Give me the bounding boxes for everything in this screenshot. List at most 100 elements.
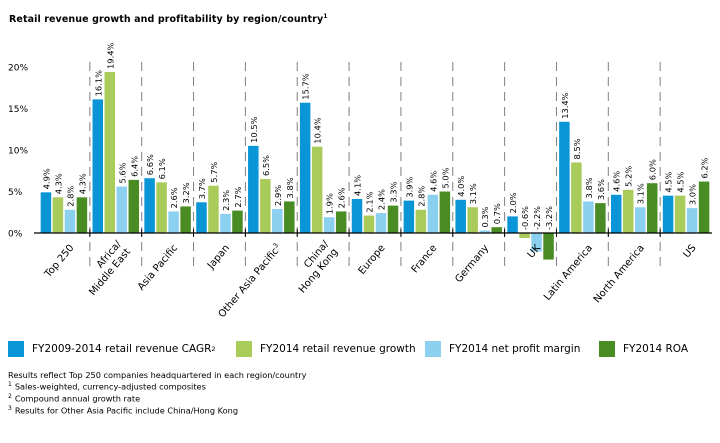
legend: FY2009-2014 retail revenue CAGR 2 FY2014 … xyxy=(8,341,720,359)
bar-value-label: 2.6% xyxy=(169,187,179,208)
bar-3-7 xyxy=(439,191,451,233)
legend-item-cagr: FY2009-2014 retail revenue CAGR 2 xyxy=(8,341,216,357)
group-separators xyxy=(89,62,661,272)
bar-1-6 xyxy=(363,215,375,233)
bar-chart: 0%5%10%15%20% 4.9% 4.3%2.8%4.3%16.1%19.4%… xyxy=(8,43,712,320)
bar-3-9 xyxy=(543,233,554,260)
bar-value-label: 4.5% xyxy=(664,171,674,192)
bar-0-10 xyxy=(559,121,570,233)
bar-1-3 xyxy=(208,185,219,233)
footnote-mark: 2 xyxy=(8,393,12,401)
bar-value-label: 3.3% xyxy=(389,181,399,202)
footnote-text: Compound annual growth rate xyxy=(14,394,141,405)
bar-value-label: -0.6% xyxy=(520,206,530,230)
bar-3-3 xyxy=(232,210,243,233)
bar-value-label: 5.7% xyxy=(209,161,219,182)
bar-2-2 xyxy=(168,211,179,233)
x-axis-labels: Top 250 Africa/Middle East Asia Pacific Jap… xyxy=(42,238,698,320)
bar-0-6 xyxy=(351,198,363,233)
bar-value-label: 4.9% xyxy=(41,168,51,189)
footnote-1: 1 Sales-weighted, currency-adjusted compo… xyxy=(8,380,306,392)
bar-2-3 xyxy=(220,213,231,233)
legend-label: FY2014 ROA xyxy=(623,343,689,355)
bar-value-label: 6.2% xyxy=(700,157,710,178)
bar-2-1 xyxy=(116,186,128,233)
bar-value-label: 6.5% xyxy=(261,155,271,176)
legend-swatch-net-profit-margin xyxy=(425,341,441,357)
bar-1-5 xyxy=(311,146,323,233)
legend-swatch-cagr xyxy=(8,341,24,357)
bar-value-label: 8.5% xyxy=(572,138,582,159)
bar-2-5 xyxy=(323,217,335,233)
bar-0-3 xyxy=(196,202,207,233)
footnote-text: Results for Other Asia Pacific include C… xyxy=(14,406,239,417)
bar-value-label: 2.8% xyxy=(65,186,75,207)
x-tick-label: Africa/Middle East xyxy=(87,238,133,298)
bar-0-5 xyxy=(299,102,311,233)
bar-value-label: 0.3% xyxy=(480,206,490,227)
y-tick-label: 15% xyxy=(8,105,28,115)
bar-value-label: 10.4% xyxy=(313,117,323,143)
x-tick-label: Japan xyxy=(205,243,232,272)
bar-2-7 xyxy=(427,194,439,233)
bar-value-label: 13.4% xyxy=(560,92,570,118)
x-tick-label-line: Top 250 xyxy=(42,243,76,281)
chart-title: Retail revenue growth and profitability … xyxy=(9,13,328,25)
bar-value-label: 6.1% xyxy=(157,158,167,179)
bar-1-2 xyxy=(156,182,167,233)
bar-value-label: 3.1% xyxy=(468,183,478,204)
bar-value-label: 4.6% xyxy=(612,171,622,192)
bar-value-label: 5.2% xyxy=(624,166,634,187)
bar-0-8 xyxy=(455,199,466,233)
bar-1-7 xyxy=(415,209,427,233)
bar-3-11 xyxy=(646,183,658,233)
bar-value-label: 3.7% xyxy=(197,178,207,199)
bar-0-4 xyxy=(248,145,259,233)
chart-title-text: Retail revenue growth and profitability … xyxy=(9,14,324,26)
x-tick-label: Europe xyxy=(357,243,388,277)
bar-value-label: 3.8% xyxy=(584,177,594,198)
bar-0-7 xyxy=(403,200,415,233)
bar-2-12 xyxy=(686,208,698,233)
x-tick-label-line: US xyxy=(681,243,698,261)
legend-footnote-mark: 2 xyxy=(211,345,216,353)
bar-value-label: 2.1% xyxy=(365,191,375,212)
bar-value-label: 4.6% xyxy=(428,171,438,192)
bar-value-label: 3.2% xyxy=(181,182,191,203)
bar-value-label: 2.3% xyxy=(221,190,231,211)
bar-1-0 xyxy=(52,197,64,233)
y-axis: 0% 5% 10% 15% 20% xyxy=(8,64,28,240)
legend-swatch-revenue-growth xyxy=(236,341,252,357)
bar-value-label: 3.8% xyxy=(285,177,295,198)
bar-3-8 xyxy=(491,227,502,233)
bar-3-0 xyxy=(76,197,88,233)
bar-value-label: 2.4% xyxy=(377,189,387,210)
x-tick-label: Germany xyxy=(453,243,491,285)
bar-1-1 xyxy=(104,71,116,233)
bar-value-label: 6.0% xyxy=(648,159,658,180)
bar-0-11 xyxy=(610,194,622,233)
bar-value-label: 2.6% xyxy=(337,187,347,208)
footnote-2: 2 Compound annual growth rate xyxy=(8,392,306,404)
bar-1-11 xyxy=(622,189,634,233)
bar-0-1 xyxy=(92,99,104,234)
bar-value-label: 4.0% xyxy=(456,176,466,197)
bar-value-label: 4.3% xyxy=(53,173,63,194)
bar-value-label: 2.0% xyxy=(508,192,518,213)
bars xyxy=(40,71,710,260)
bar-0-2 xyxy=(144,178,155,233)
bar-value-label: 19.4% xyxy=(105,43,115,69)
bar-value-label: 16.1% xyxy=(93,70,103,96)
bar-0-0 xyxy=(40,192,52,233)
legend-swatch-roa xyxy=(599,341,615,357)
bar-1-9 xyxy=(519,233,530,238)
legend-label: FY2014 retail revenue growth xyxy=(260,343,416,355)
chart-notes: Results reflect Top 250 companies headqu… xyxy=(8,370,306,416)
bar-1-4 xyxy=(260,179,271,233)
bar-value-label: 4.3% xyxy=(77,173,87,194)
x-tick-label-line: France xyxy=(410,243,440,276)
bar-value-label: 2.7% xyxy=(233,186,243,207)
legend-item-revenue-growth: FY2014 retail revenue growth xyxy=(236,341,416,357)
title-footnote-mark: 1 xyxy=(323,13,328,20)
bar-value-label: 1.9% xyxy=(325,193,335,214)
